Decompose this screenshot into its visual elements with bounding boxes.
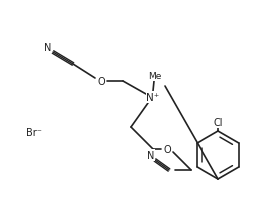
Text: Br⁻: Br⁻	[26, 127, 42, 137]
Text: N: N	[44, 43, 52, 53]
Text: Me: Me	[148, 72, 162, 81]
Text: O: O	[97, 77, 105, 87]
Text: N: N	[147, 150, 155, 160]
Text: N⁺: N⁺	[146, 93, 160, 102]
Text: Cl: Cl	[213, 117, 223, 127]
Text: O: O	[163, 144, 171, 154]
